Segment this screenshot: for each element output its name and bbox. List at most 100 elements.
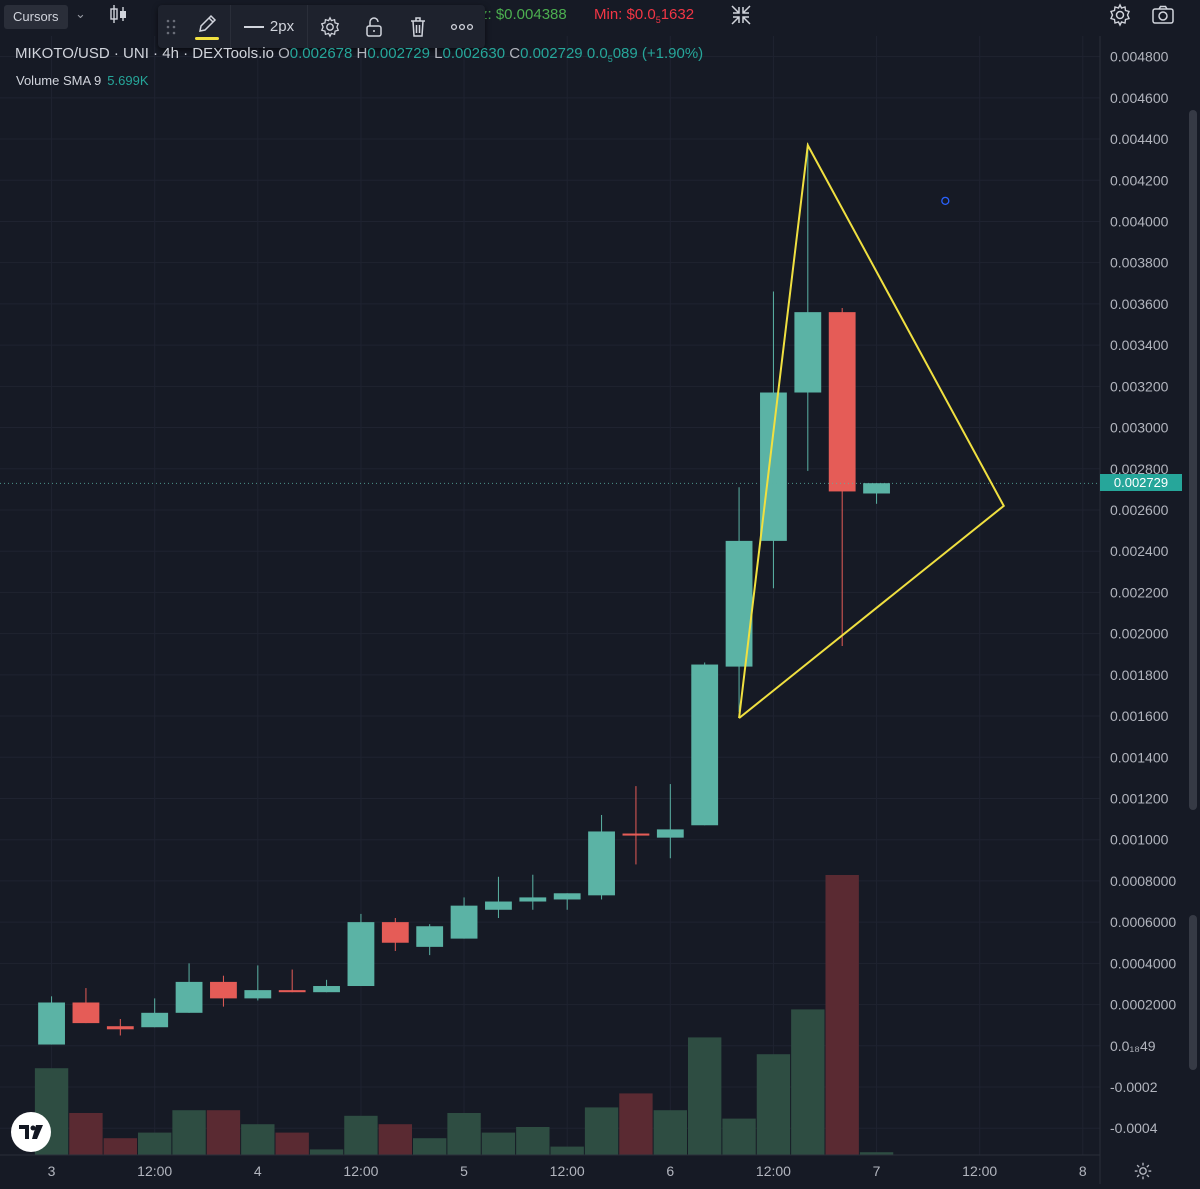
- lock-button[interactable]: [352, 5, 396, 48]
- line-width-label: 2px: [269, 18, 295, 35]
- time-tick-label: 6: [666, 1163, 674, 1179]
- price-tick-label: 0.003000: [1110, 420, 1169, 436]
- line-color-button[interactable]: [184, 5, 230, 48]
- pencil-icon: [199, 14, 217, 32]
- time-tick-label: 12:00: [137, 1163, 172, 1179]
- min-price-label: Min: $0.051632: [594, 6, 695, 25]
- price-tick-label: 0.001200: [1110, 790, 1169, 806]
- candle-body: [519, 897, 547, 902]
- volume-bar: [69, 1113, 103, 1155]
- ohlc-legend: MIKOTO/USD · UNI · 4h · DEXTools.io O0.0…: [15, 45, 704, 64]
- drawing-toolbar: 2px: [158, 5, 485, 48]
- price-scrollbar[interactable]: [1189, 110, 1197, 810]
- price-tick-label: 0.0008000: [1110, 873, 1176, 889]
- low-value: 0.002630: [442, 45, 506, 62]
- candle-body: [38, 1002, 65, 1045]
- grid: [0, 36, 1100, 1155]
- drawing-settings-button[interactable]: [308, 5, 352, 48]
- unlock-icon: [366, 16, 382, 37]
- time-tick-label: 12:00: [756, 1163, 791, 1179]
- tradingview-logo[interactable]: [11, 1112, 51, 1152]
- volume-bar: [619, 1093, 653, 1155]
- tradingview-logo-icon: [19, 1125, 43, 1139]
- anchor-point: [941, 196, 950, 206]
- gear-icon: [320, 15, 340, 38]
- candle-body: [210, 981, 237, 999]
- price-tick-label: 0.003600: [1110, 296, 1169, 312]
- volume-bar: [206, 1110, 241, 1155]
- time-tick-label: 5: [460, 1163, 468, 1179]
- price-tick-label: 0.0₁₈49: [1110, 1038, 1156, 1054]
- price-tick-label: 0.002600: [1110, 502, 1169, 518]
- toolbar-divider: [307, 5, 308, 48]
- trash-icon: [411, 16, 425, 37]
- volume-bar: [791, 1009, 825, 1155]
- open-value: 0.002678: [289, 45, 353, 62]
- candle-body: [313, 986, 340, 993]
- more-dots-icon: [450, 23, 474, 30]
- volume-bar: [481, 1132, 516, 1155]
- camera-icon[interactable]: [1150, 3, 1176, 27]
- time-tick-label: 3: [48, 1163, 56, 1179]
- price-tick-label: 0.002400: [1110, 543, 1169, 559]
- volume-bar: [859, 1152, 894, 1155]
- settings-gear-icon[interactable]: [1107, 3, 1133, 27]
- volume-bar: [516, 1127, 550, 1155]
- candles-chart-type-icon[interactable]: [108, 3, 128, 25]
- candle-body: [244, 990, 272, 999]
- volume-bar: [138, 1132, 172, 1155]
- price-tick-label: -0.0002: [1110, 1079, 1158, 1095]
- candle-body: [656, 829, 684, 838]
- volume-bar: [275, 1132, 309, 1155]
- line-width-icon: [243, 25, 264, 28]
- candles: [38, 143, 890, 1045]
- chevron-down-icon[interactable]: ⌄: [75, 6, 86, 21]
- price-tick-label: 0.001400: [1110, 749, 1169, 765]
- candle-body: [106, 1026, 134, 1030]
- delete-button[interactable]: [396, 5, 440, 48]
- price-tick-label: 0.003800: [1110, 255, 1169, 271]
- volume-indicator-label[interactable]: Volume SMA 9: [16, 73, 102, 88]
- collapse-arrows-icon[interactable]: [728, 3, 754, 27]
- price-tick-label: 0.002200: [1110, 584, 1169, 600]
- price-tick-label: 0.004200: [1110, 172, 1169, 188]
- price-tick-label: 0.004600: [1110, 90, 1169, 106]
- toolbar-divider: [230, 5, 231, 48]
- symbol-title[interactable]: MIKOTO/USD · UNI · 4h · DEXTools.io: [15, 45, 274, 62]
- candle-body: [278, 990, 306, 993]
- candle-body: [588, 831, 615, 896]
- price-axis: 0.004800 0.004600 0.004400 0.004200 0.004000…: [1110, 49, 1176, 1137]
- volume-legend: Volume SMA 9 5.699K: [16, 73, 148, 88]
- more-button[interactable]: [440, 5, 484, 48]
- triangle-drawing: [738, 141, 1006, 719]
- price-tick-label: 0.004400: [1110, 131, 1169, 147]
- volume-bar: [825, 875, 859, 1155]
- volume-bar: [103, 1138, 137, 1155]
- price-tick-label: 0.002800: [1110, 461, 1169, 477]
- axis-settings-icon[interactable]: [1132, 1160, 1154, 1182]
- time-axis: 3 12:00 4 12:00 5 12:00 6 12:00 7 12:00 8: [48, 1163, 1087, 1179]
- candle-body: [381, 922, 409, 943]
- change-value: 0.05089 (+1.90%): [586, 45, 704, 64]
- color-swatch: [195, 37, 219, 40]
- volume-bar: [653, 1110, 687, 1155]
- candle-body: [828, 312, 856, 492]
- candle-body: [347, 922, 375, 987]
- volume-scrollbar[interactable]: [1189, 915, 1197, 1070]
- price-tick-label: -0.0004: [1110, 1120, 1158, 1136]
- volume-bar: [447, 1113, 481, 1155]
- volume-bar: [722, 1118, 756, 1155]
- close-value: 0.002729: [520, 45, 583, 62]
- candle-body: [794, 312, 822, 393]
- volume-bar: [688, 1037, 722, 1155]
- high-value: 0.002729: [367, 45, 430, 62]
- price-tick-label: 0.004800: [1110, 49, 1169, 65]
- volume-bar: [550, 1146, 584, 1155]
- candle-body: [485, 901, 512, 910]
- volume-bar: [241, 1124, 275, 1155]
- line-width-button[interactable]: 2px: [231, 5, 307, 48]
- candle-body: [622, 833, 650, 836]
- price-tick-label: 0.001600: [1110, 708, 1169, 724]
- drag-handle-icon[interactable]: [158, 5, 184, 48]
